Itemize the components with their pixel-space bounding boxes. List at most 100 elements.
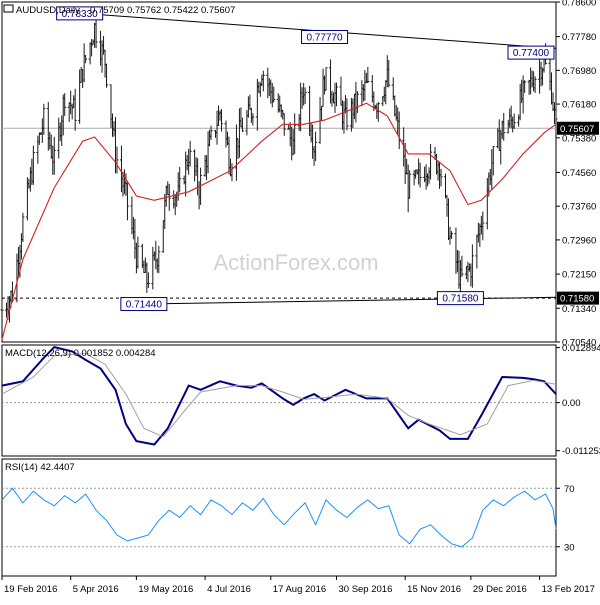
price-header: AUDUSD,Daily 0.75709 0.75762 0.75422 0.75… [3, 4, 235, 16]
x-tick-label: 30 Sep 2016 [338, 584, 392, 595]
ohlc-bar [470, 244, 474, 288]
x-tick-label: 19 Feb 2016 [4, 584, 57, 595]
ohlc-bar [439, 168, 443, 187]
panel-frame-macd [1, 344, 557, 457]
ohlc-bar [31, 145, 35, 185]
ohlc-bar [240, 117, 244, 132]
macd-y-tick-label: -0.011253 [562, 446, 600, 457]
moving-average-line [1, 102, 557, 340]
macd-line [1, 345, 557, 446]
price-annotation: 0.77400 [507, 45, 555, 60]
price-annotation-text: 0.71580 [442, 294, 479, 305]
price-y-tick-label: 0.77780 [562, 32, 596, 43]
panel-frame-price [1, 1, 557, 343]
rsi-y-tick-label: 70 [564, 484, 575, 495]
ohlc-bar [387, 59, 391, 88]
price-annotation-box [301, 30, 349, 45]
macd-signal-line [1, 352, 557, 438]
ohlc-bar [251, 113, 255, 126]
price-annotation: 0.77770 [301, 30, 349, 45]
ohlc-bar [73, 88, 77, 131]
price-header-ohlc: 0.75709 0.75762 0.75422 0.75607 [90, 5, 235, 16]
price-y-tick-label: 0.72960 [562, 235, 596, 246]
ohlc-bar [554, 103, 558, 120]
ohlc-bar [502, 112, 506, 141]
price-y-tick-label: 0.73760 [562, 202, 596, 213]
x-tick-label: 15 Nov 2016 [407, 584, 461, 595]
price-y-tick-label: 0.74560 [562, 168, 596, 179]
ohlc-bar [408, 170, 412, 199]
ohlc-bar [314, 131, 318, 162]
price-annotation-text: 0.71440 [126, 300, 163, 311]
price-header-title: AUDUSD,Daily [16, 5, 80, 16]
price-annotation-box [56, 6, 104, 21]
ohlc-bar [261, 70, 265, 92]
macd-y-tick-label: 0.012894 [562, 343, 600, 354]
ohlc-bar [491, 146, 495, 176]
ohlc-bar [125, 182, 129, 221]
last-price-axis-label: 0.75607 [557, 121, 599, 135]
ohlc-bar [293, 113, 297, 155]
price-y-tick-label: 0.76980 [562, 66, 596, 77]
ohlc-bar [84, 55, 88, 64]
ohlc-bar [21, 212, 25, 242]
ohlc-bar [523, 80, 527, 93]
ohlc-bar [481, 211, 485, 241]
price-annotation-text: 0.77400 [513, 48, 550, 59]
ohlc-bar [324, 67, 328, 91]
ohlc-bar [366, 66, 370, 84]
last-price-axis-label-box [557, 121, 599, 135]
support-axis-label-box [557, 291, 599, 305]
x-tick-label: 19 May 2016 [138, 584, 193, 595]
last-price-axis-label-text: 0.75607 [560, 124, 594, 135]
x-tick-label: 5 Apr 2016 [73, 584, 119, 595]
price-annotation-box [120, 297, 168, 312]
ohlc-bar [105, 63, 109, 88]
watermark: ActionForex.com [213, 250, 378, 275]
price-annotation-box [507, 45, 555, 60]
ohlc-bar [345, 98, 349, 131]
price-annotation-box [436, 291, 484, 306]
rsi-header: RSI(14) 42.4407 [5, 462, 75, 473]
ohlc-bar [0, 301, 4, 312]
ohlc-bar [334, 82, 338, 107]
ohlc-bar [429, 143, 433, 180]
ohlc-bar [449, 231, 453, 239]
x-tick-label: 13 Feb 2017 [542, 584, 595, 595]
ohlc-bar [178, 166, 182, 193]
ohlc-bar [146, 272, 150, 289]
ohlc-bar [460, 255, 464, 277]
rsi-line [1, 487, 557, 548]
macd-y-tick-label: 0.00 [562, 398, 581, 409]
ohlc-bar [63, 93, 67, 116]
ohlc-bar [376, 102, 380, 122]
price-y-tick-label: 0.75380 [562, 133, 596, 144]
price-annotation-text: 0.77770 [306, 33, 343, 44]
ohlc-bar [188, 140, 192, 167]
ohlc-bar [94, 17, 98, 49]
price-y-tick-label: 0.76180 [562, 100, 596, 111]
panel-frame-rsi [1, 458, 557, 577]
ohlc-bar [418, 162, 422, 188]
ohlc-bar [209, 125, 213, 140]
support-axis-label: 0.71580 [557, 291, 599, 305]
trendline-lower [143, 296, 557, 305]
x-tick-label: 4 Jul 2016 [207, 584, 251, 595]
macd-header: MACD(12,26,9) 0.001852 0.004284 [5, 348, 156, 359]
ohlc-bar [272, 86, 276, 103]
ohlc-bar [512, 113, 516, 129]
x-tick-label: 17 Aug 2016 [273, 584, 326, 595]
price-y-tick-label: 0.72150 [562, 270, 596, 281]
price-annotation: 0.71580 [436, 291, 484, 306]
price-y-tick-label: 0.78600 [562, 0, 596, 9]
support-axis-label-text: 0.71580 [560, 294, 594, 305]
ohlc-bar [52, 136, 56, 175]
ohlc-bar [42, 103, 46, 135]
ohlc-bar [533, 76, 537, 93]
price-annotation: 0.71440 [120, 297, 168, 312]
price-y-tick-label: 0.71340 [562, 304, 596, 315]
price-header-icon [3, 4, 14, 13]
ohlc-bar [157, 245, 161, 274]
